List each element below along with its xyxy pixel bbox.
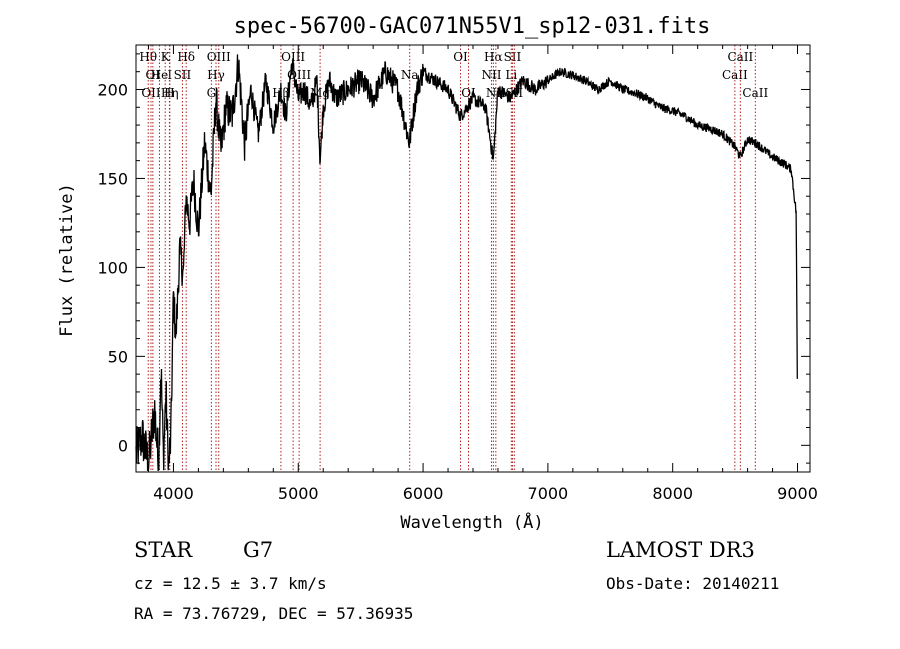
plot-frame: [135, 44, 811, 473]
marker-label-6: I: [167, 68, 172, 82]
x-tick-label-2: 6000: [403, 484, 444, 503]
axes: 4000 5000 6000 7000 8000 9000 0 50 100 150 200: [97, 44, 818, 503]
line-markers: HθOIOIIHeKHIHηSIIHδGHγOIIIHβOIIIOIIIMgNa…: [139, 45, 768, 472]
x-tick-label-5: 9000: [777, 484, 818, 503]
x-tick-label-1: 5000: [278, 484, 319, 503]
marker-label-28: CaII: [742, 86, 768, 100]
marker-label-20: NII: [481, 68, 501, 82]
y-tick-label-3: 150: [97, 169, 128, 188]
survey-name: LAMOST DR3: [606, 538, 755, 562]
marker-label-4: K: [161, 50, 171, 64]
object-class: STAR: [134, 538, 193, 562]
marker-label-12: OIII: [207, 50, 231, 64]
observation-date: Obs-Date: 20140211: [606, 574, 780, 593]
redshift-cz: cz = 12.5 ± 3.7 km/s: [134, 574, 327, 593]
marker-label-21: Hα: [484, 50, 503, 64]
y-tick-label-0: 0: [118, 436, 128, 455]
marker-label-23: Li: [505, 68, 517, 82]
y-tick-label-1: 50: [108, 347, 128, 366]
marker-label-27: CaII: [727, 50, 753, 64]
marker-label-26: CaII: [722, 68, 748, 82]
marker-label-8: SII: [174, 68, 192, 82]
marker-label-18: OI: [453, 50, 468, 64]
marker-label-15: OIII: [287, 68, 311, 82]
y-axis-label: Flux (relative): [57, 183, 77, 337]
y-tick-label-4: 200: [97, 80, 128, 99]
y-tick-label-2: 100: [97, 258, 128, 277]
marker-label-3: He: [151, 68, 169, 82]
marker-label-10: G: [207, 86, 217, 100]
coordinates: RA = 73.76729, DEC = 57.36935: [134, 604, 414, 623]
marker-label-11: Hγ: [207, 68, 225, 82]
x-tick-label-3: 7000: [528, 484, 569, 503]
spectral-subclass: G7: [243, 538, 274, 562]
x-tick-label-0: 4000: [153, 484, 194, 503]
x-tick-label-4: 8000: [652, 484, 693, 503]
marker-label-0: Hθ: [139, 50, 157, 64]
marker-label-9: Hδ: [177, 50, 195, 64]
marker-label-24: SII: [504, 50, 522, 64]
flux-series-line: [135, 54, 798, 471]
marker-label-2: OII: [141, 86, 161, 100]
chart-title: spec-56700-GAC071N55V1_sp12-031.fits: [234, 14, 711, 39]
x-axis-label: Wavelength (Å): [400, 511, 543, 533]
marker-label-17: Na: [401, 68, 419, 82]
marker-label-7: Hη: [161, 86, 179, 100]
marker-label-5: H: [164, 86, 174, 100]
marker-label-1: OI: [146, 68, 161, 82]
